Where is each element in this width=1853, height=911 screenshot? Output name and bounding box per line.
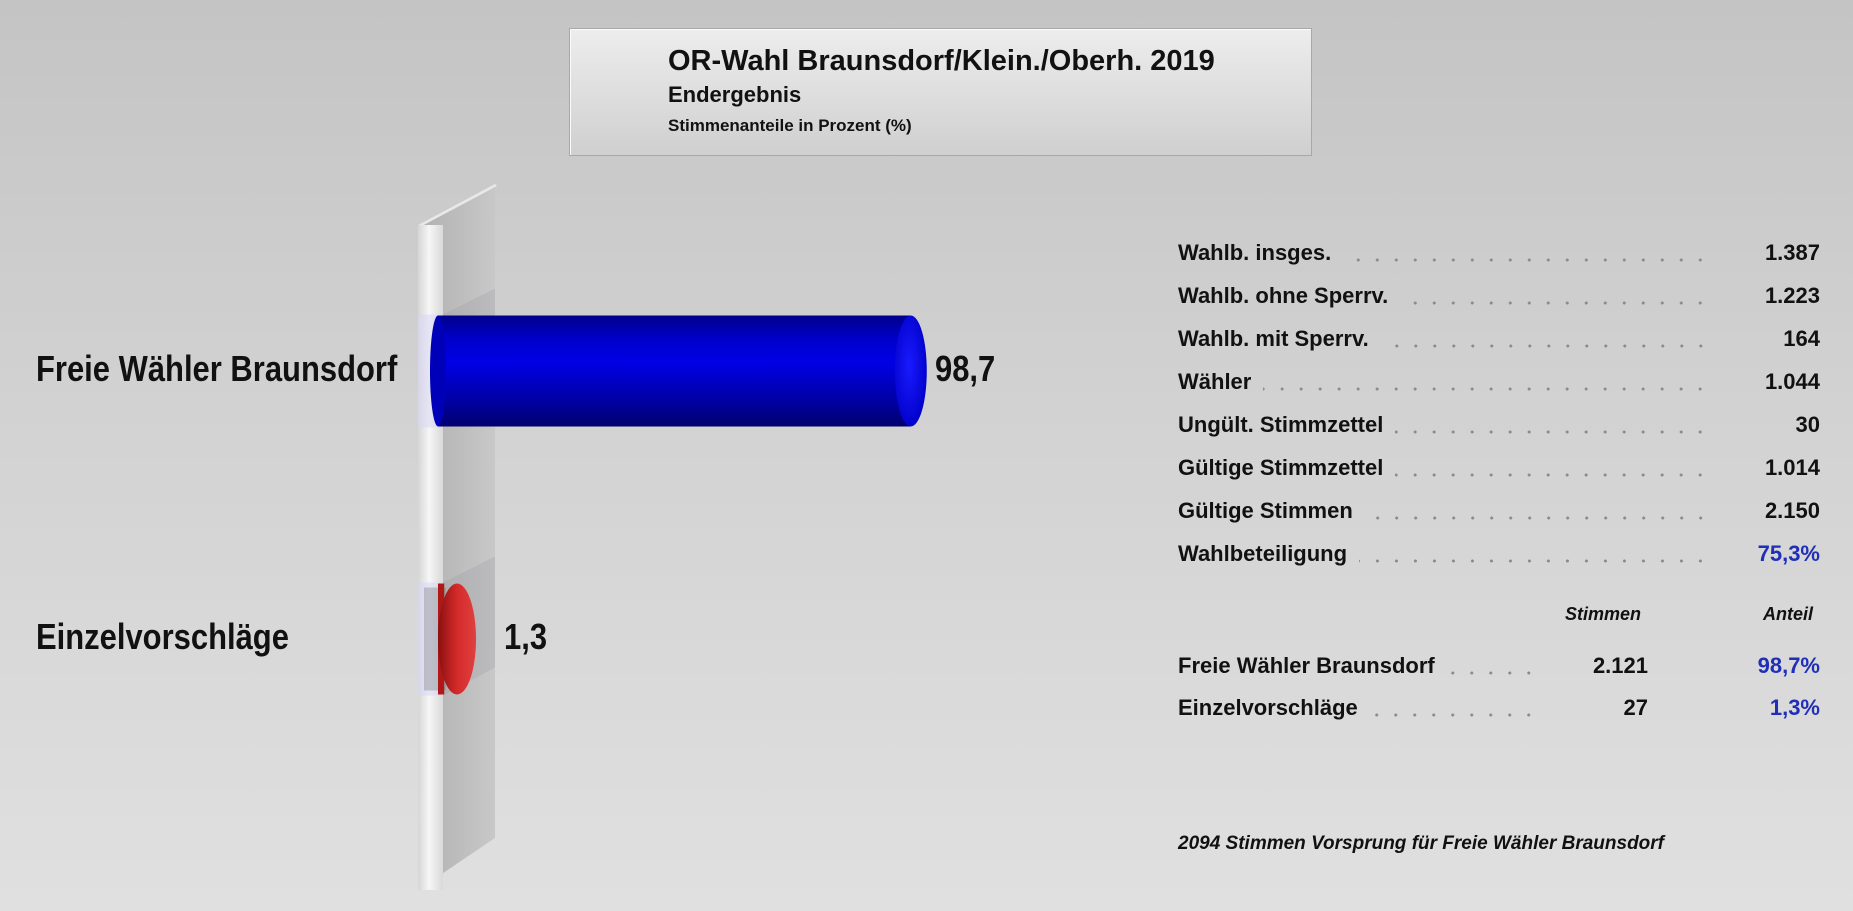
data-label: 1,3 — [504, 616, 548, 657]
bar-body — [438, 315, 911, 427]
stats-label: Ungült. Stimmzettel — [1178, 412, 1384, 437]
bar-cap — [438, 583, 476, 695]
stats-row: Wahlb. mit Sperrv. 164 — [1178, 326, 1820, 356]
results-party: Einzelvorschläge — [1178, 695, 1358, 720]
bar-base — [430, 315, 446, 427]
title-box: OR-Wahl Braunsdorf/Klein./Oberh. 2019 En… — [569, 28, 1312, 156]
stats-label: Gültige Stimmen — [1178, 498, 1353, 523]
stats-row: Gültige Stimmen 2.150 — [1178, 498, 1820, 528]
results-row: Einzelvorschläge 27 1,3% — [1178, 695, 1820, 725]
chart-title: OR-Wahl Braunsdorf/Klein./Oberh. 2019 — [668, 45, 1215, 77]
stats-label: Wahlb. mit Sperrv. — [1178, 326, 1369, 351]
column-header-votes: Stimmen — [1565, 604, 1642, 624]
stats-label: Wähler — [1178, 369, 1252, 394]
leader-dots — [1395, 430, 1710, 434]
stats-label: Wahlb. ohne Sperrv. — [1178, 283, 1389, 308]
leader-dots — [1359, 559, 1710, 563]
results-votes: 27 — [1623, 695, 1648, 720]
results-share: 1,3% — [1769, 695, 1820, 720]
results-share: 98,7% — [1757, 653, 1820, 678]
category-label: Freie Wähler Braunsdorf — [36, 348, 398, 389]
chart-subtitle: Endergebnis — [668, 82, 802, 107]
results-row: Freie Wähler Braunsdorf 2.121 98,7% — [1178, 653, 1820, 683]
leader-dots — [1343, 258, 1710, 262]
leader-dots — [1364, 516, 1710, 520]
bar-cap — [894, 315, 927, 427]
leader-dots — [1369, 713, 1538, 717]
column-header-share: Anteil — [1763, 604, 1814, 624]
stats-value: 30 — [1795, 412, 1820, 437]
bar-freie-waehler-braunsdorf — [418, 288, 927, 428]
wall-top — [418, 184, 497, 227]
results-votes: 2.121 — [1592, 653, 1648, 678]
stats-label: Gültige Stimmzettel — [1178, 455, 1384, 480]
stats-row: Wahlb. insges. 1.387 — [1178, 240, 1820, 270]
stats-row: Wähler 1.044 — [1178, 369, 1820, 399]
stats-value: 1.014 — [1764, 455, 1820, 480]
chart-unit-caption: Stimmenanteile in Prozent (%) — [668, 116, 912, 135]
chart-axis-wall — [418, 184, 497, 890]
stats-row: Gültige Stimmzettel 1.014 — [1178, 455, 1820, 485]
category-label: Einzelvorschläge — [36, 616, 289, 657]
lead-note: 2094 Stimmen Vorsprung für Freie Wähler … — [1178, 833, 1665, 854]
leader-dots — [1263, 387, 1710, 391]
results-party: Freie Wähler Braunsdorf — [1178, 653, 1435, 678]
stats-row: Ungült. Stimmzettel 30 — [1178, 412, 1820, 442]
stats-label: Wahlbeteiligung — [1178, 541, 1348, 566]
stats-row: Wahlb. ohne Sperrv. 1.223 — [1178, 283, 1820, 313]
stats-value: 2.150 — [1764, 498, 1820, 523]
stats-value: 164 — [1783, 326, 1820, 351]
data-label: 98,7 — [934, 348, 996, 389]
stats-value: 1.387 — [1764, 240, 1820, 265]
leader-dots — [1400, 301, 1710, 305]
stats-label: Wahlb. insges. — [1178, 240, 1332, 265]
stats-row: Wahlbeteiligung 75,3% — [1178, 541, 1820, 571]
leader-dots — [1380, 344, 1710, 348]
stats-value: 75,3% — [1757, 541, 1820, 566]
leader-dots — [1446, 671, 1538, 675]
stats-value: 1.223 — [1764, 283, 1820, 308]
bar-einzelvorschlaege — [418, 556, 495, 696]
stats-value: 1.044 — [1764, 369, 1820, 394]
leader-dots — [1395, 473, 1710, 477]
